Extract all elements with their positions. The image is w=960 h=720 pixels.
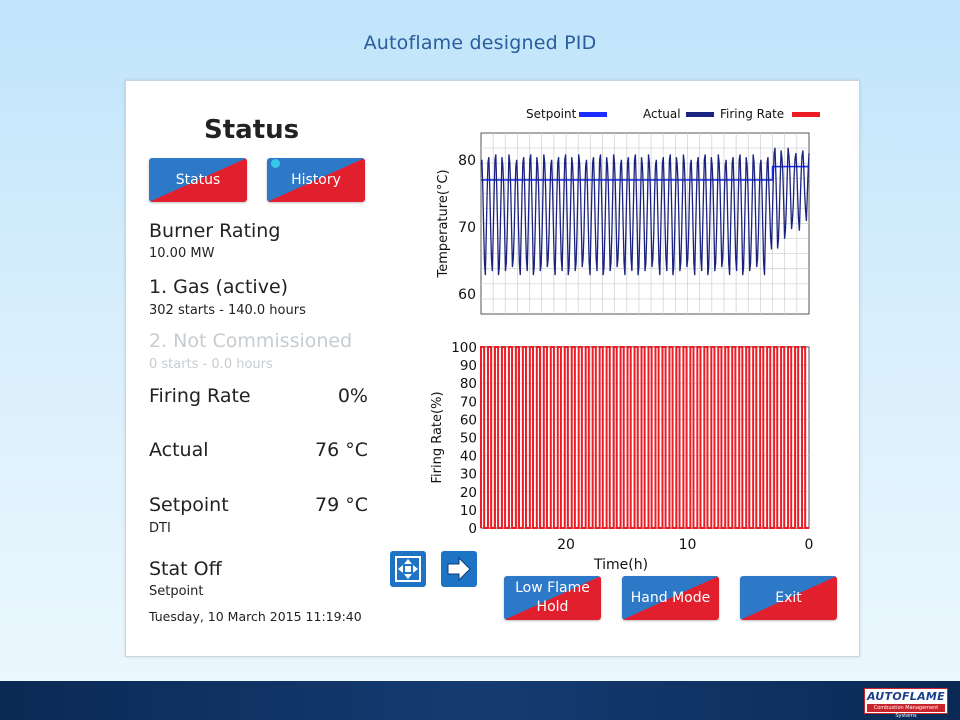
rate-x-tick-label: 10 <box>679 537 697 553</box>
actual-line <box>480 147 810 276</box>
setpoint-value: 79 °C <box>315 494 368 516</box>
low-flame-hold-line1: Low Flame <box>515 580 590 596</box>
firing-rate-line <box>480 346 809 529</box>
legend-label-actual: Actual <box>643 107 681 121</box>
temperature-chart: 60 70 80 Temperature(°C) <box>436 132 810 315</box>
rate-tick-label: 40 <box>460 449 477 465</box>
hmi-panel: Status Status History Burner Rating 10.0… <box>125 80 860 657</box>
rate-tick-label: 60 <box>460 412 477 428</box>
legend-swatch-setpoint <box>579 112 607 117</box>
temp-axis-label: Temperature(°C) <box>436 169 451 278</box>
setpoint-sub: DTI <box>149 521 171 536</box>
low-flame-hold-line2: Hold <box>536 599 569 615</box>
burner-rating-label: Burner Rating <box>149 220 281 242</box>
legend-label-setpoint: Setpoint <box>526 107 577 121</box>
rate-x-axis-label: Time(h) <box>593 557 648 573</box>
rate-tick-label: 70 <box>460 394 477 410</box>
rate-tick-label: 50 <box>460 431 477 447</box>
rate-tick-label: 0 <box>468 521 477 537</box>
stat-label: Stat Off <box>149 558 222 580</box>
burner-rating-value: 10.00 MW <box>149 246 215 261</box>
move-arrows-icon[interactable] <box>390 551 426 587</box>
legend-label-firing-rate: Firing Rate <box>720 107 784 121</box>
rate-tick-label: 80 <box>460 376 477 392</box>
chart-legend: Setpoint Actual Firing Rate <box>526 107 820 121</box>
tab-status[interactable]: Status <box>149 158 247 202</box>
rate-x-tick-label: 20 <box>557 537 575 553</box>
charts-area: Setpoint Actual Firing Rate 60 70 80 Temperat… <box>430 107 820 573</box>
fuel2-label: 2. Not Commissioned <box>149 330 353 352</box>
slide-title: Autoflame designed PID <box>363 32 597 54</box>
fuel1-label: 1. Gas (active) <box>149 276 289 298</box>
rate-tick-label: 100 <box>451 340 477 356</box>
fuel1-stats: 302 starts - 140.0 hours <box>149 303 306 318</box>
actual-value: 76 °C <box>315 439 368 461</box>
rate-tick-label: 20 <box>460 485 477 501</box>
firing-rate-value: 0% <box>337 385 368 407</box>
page-title: Status <box>204 115 300 145</box>
temp-tick-label: 70 <box>458 220 476 236</box>
status-panel: Status Status History Burner Rating 10.0… <box>126 81 386 656</box>
rate-x-tick-label: 0 <box>805 537 814 553</box>
rate-tick-label: 30 <box>460 467 477 483</box>
rate-tick-label: 90 <box>460 358 477 374</box>
actual-label: Actual <box>149 439 209 461</box>
tab-history[interactable]: History <box>267 158 365 202</box>
exit-button[interactable]: Exit <box>740 576 837 620</box>
rate-axis-label: Firing Rate(%) <box>430 391 445 483</box>
temp-tick-label: 80 <box>458 153 476 169</box>
rate-tick-label: 10 <box>460 503 477 519</box>
footer-bar: AUTOFLAME Combustion Management Systems <box>0 681 960 720</box>
firing-rate-label: Firing Rate <box>149 385 251 407</box>
setpoint-label: Setpoint <box>149 494 229 516</box>
legend-swatch-actual <box>686 112 714 117</box>
low-flame-hold-button[interactable]: Low Flame Hold <box>504 576 601 620</box>
active-indicator-dot <box>271 159 280 168</box>
legend-swatch-firing-rate <box>792 112 820 117</box>
datetime: Tuesday, 10 March 2015 11:19:40 <box>149 609 362 624</box>
fuel2-stats: 0 starts - 0.0 hours <box>149 357 273 372</box>
arrow-right-icon[interactable] <box>441 551 477 587</box>
temp-tick-label: 60 <box>458 287 476 303</box>
hand-mode-button[interactable]: Hand Mode <box>622 576 719 620</box>
stat-sub: Setpoint <box>149 584 204 599</box>
autoflame-logo: AUTOFLAME Combustion Management Systems <box>864 688 948 719</box>
